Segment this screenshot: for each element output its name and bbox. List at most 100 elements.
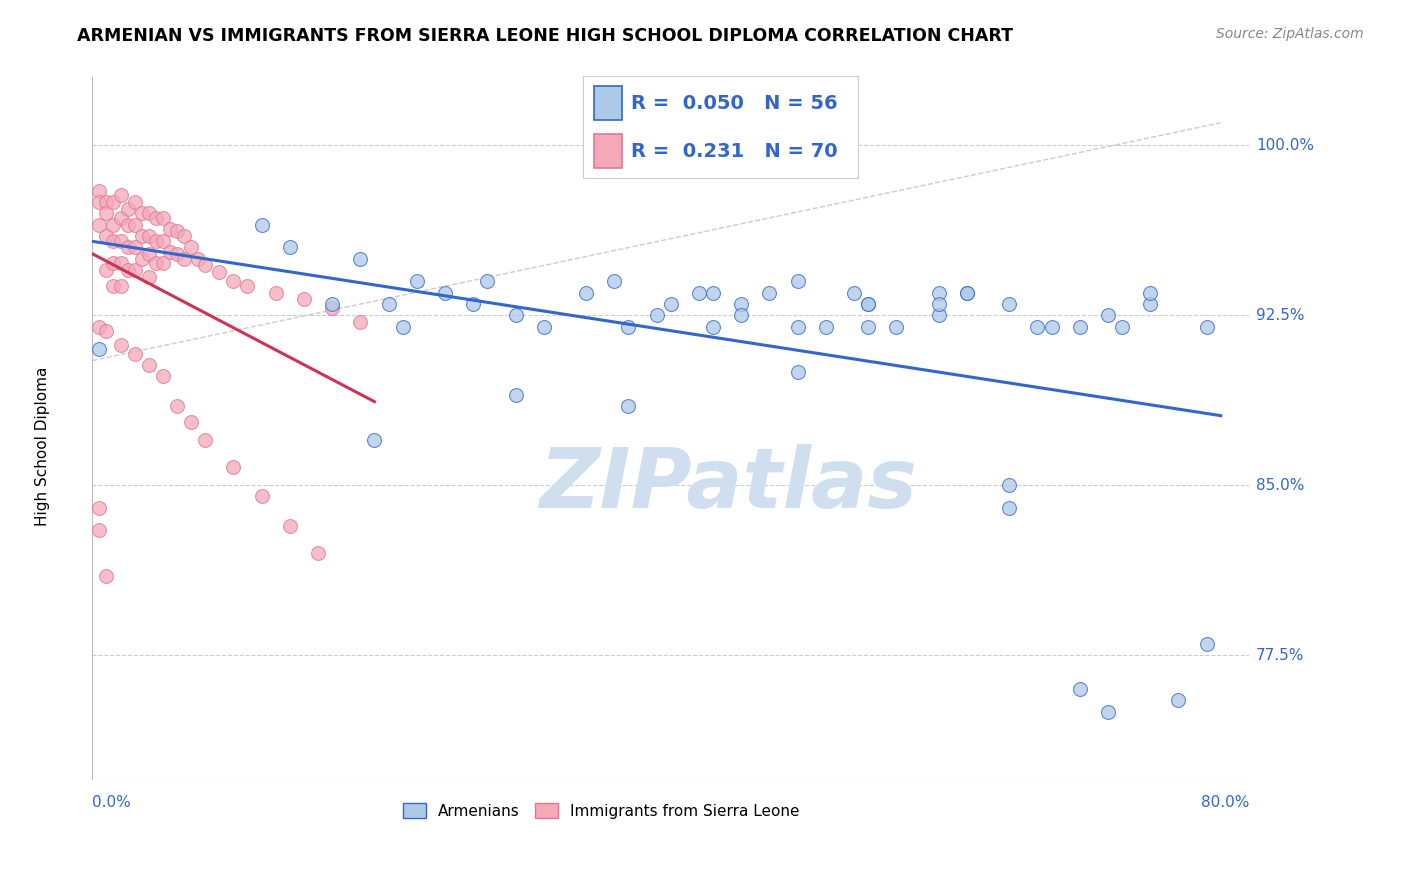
Point: [886, 319, 908, 334]
Point: [264, 285, 287, 300]
Point: [307, 546, 329, 560]
Point: [194, 433, 217, 447]
Point: [173, 252, 195, 266]
Text: High School Diploma: High School Diploma: [35, 367, 49, 525]
Point: [110, 211, 132, 225]
Point: [110, 337, 132, 351]
Point: [433, 285, 456, 300]
Point: [321, 297, 343, 311]
Point: [702, 285, 724, 300]
Point: [103, 234, 125, 248]
Point: [145, 256, 167, 270]
Point: [110, 278, 132, 293]
Point: [131, 229, 153, 244]
Point: [659, 297, 682, 311]
Point: [533, 319, 555, 334]
Point: [928, 285, 950, 300]
Point: [152, 234, 174, 248]
Point: [138, 358, 160, 372]
Bar: [595, 87, 621, 120]
Text: 77.5%: 77.5%: [1256, 648, 1305, 663]
Point: [1069, 681, 1091, 696]
Text: 92.5%: 92.5%: [1256, 308, 1305, 323]
Text: 100.0%: 100.0%: [1256, 138, 1315, 153]
Point: [928, 308, 950, 322]
Point: [103, 278, 125, 293]
Point: [89, 184, 111, 198]
Point: [377, 297, 399, 311]
Point: [702, 319, 724, 334]
Point: [477, 274, 499, 288]
Point: [842, 285, 865, 300]
Point: [138, 206, 160, 220]
Point: [222, 460, 245, 475]
Point: [124, 263, 146, 277]
Point: [96, 568, 118, 582]
Point: [89, 319, 111, 334]
Point: [730, 297, 752, 311]
Point: [138, 269, 160, 284]
Point: [208, 265, 231, 279]
Point: [152, 211, 174, 225]
Point: [117, 240, 139, 254]
Point: [321, 301, 343, 316]
Point: [152, 256, 174, 270]
Point: [1097, 308, 1119, 322]
Point: [758, 285, 780, 300]
Point: [250, 490, 273, 504]
Point: [856, 319, 879, 334]
Point: [159, 222, 181, 236]
Point: [645, 308, 668, 322]
Point: [603, 274, 626, 288]
Point: [1139, 285, 1161, 300]
Point: [124, 194, 146, 209]
Point: [89, 500, 111, 515]
Point: [96, 229, 118, 244]
Point: [166, 399, 188, 413]
Point: [152, 369, 174, 384]
Point: [89, 524, 111, 538]
Point: [117, 263, 139, 277]
Point: [96, 194, 118, 209]
Point: [786, 365, 808, 379]
Point: [173, 229, 195, 244]
Point: [110, 234, 132, 248]
Point: [505, 387, 527, 401]
Point: [117, 218, 139, 232]
Text: R =  0.050   N = 56: R = 0.050 N = 56: [631, 94, 838, 112]
Point: [103, 256, 125, 270]
Point: [96, 263, 118, 277]
Point: [159, 244, 181, 259]
Point: [103, 218, 125, 232]
Point: [363, 433, 385, 447]
Point: [956, 285, 979, 300]
Legend: Armenians, Immigrants from Sierra Leone: Armenians, Immigrants from Sierra Leone: [396, 797, 806, 824]
Point: [292, 293, 315, 307]
Point: [786, 319, 808, 334]
Text: ZIPatlas: ZIPatlas: [540, 444, 918, 525]
Point: [1069, 319, 1091, 334]
Point: [1097, 705, 1119, 719]
Point: [349, 315, 371, 329]
Text: ARMENIAN VS IMMIGRANTS FROM SIERRA LEONE HIGH SCHOOL DIPLOMA CORRELATION CHART: ARMENIAN VS IMMIGRANTS FROM SIERRA LEONE…: [77, 27, 1014, 45]
Point: [110, 188, 132, 202]
Point: [998, 297, 1021, 311]
Point: [349, 252, 371, 266]
Point: [96, 206, 118, 220]
Text: R =  0.231   N = 70: R = 0.231 N = 70: [631, 142, 838, 161]
Point: [956, 285, 979, 300]
Point: [928, 297, 950, 311]
Point: [1111, 319, 1133, 334]
Point: [180, 240, 202, 254]
Point: [166, 247, 188, 261]
Point: [405, 274, 427, 288]
Point: [856, 297, 879, 311]
Point: [145, 234, 167, 248]
Point: [236, 278, 259, 293]
Point: [688, 285, 710, 300]
Point: [1026, 319, 1049, 334]
Point: [814, 319, 837, 334]
Point: [463, 297, 485, 311]
Point: [103, 194, 125, 209]
Point: [124, 347, 146, 361]
